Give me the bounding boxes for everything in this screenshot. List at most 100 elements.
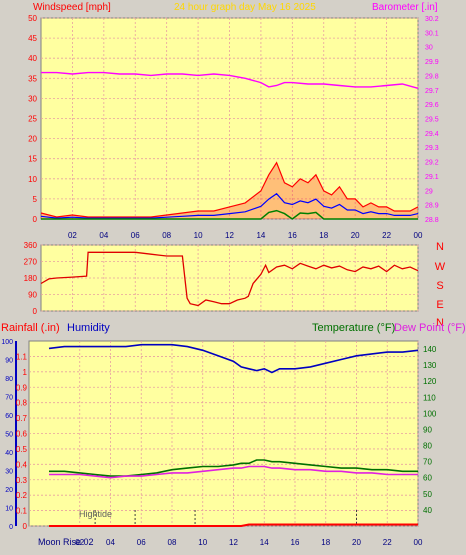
windspeed-axis-title: Windspeed [mph] — [33, 2, 111, 13]
time-tick-label: 22 — [382, 231, 391, 240]
time-tick-label: 12 — [225, 231, 234, 240]
time-tick-label-bottom: 18 — [321, 538, 330, 547]
wind-tick-label: 0 — [33, 215, 38, 224]
barometer-tick-label: 29.2 — [425, 160, 439, 167]
rainfall-tick-label: 0.9 — [16, 383, 28, 392]
wind-tick-label: 25 — [28, 115, 37, 124]
dewpoint-legend: Dew Point (°F) — [394, 322, 466, 334]
rainfall-tick-label: 0.4 — [16, 460, 28, 469]
humidity-tick-label: 20 — [5, 487, 13, 494]
windspeed-low-line — [41, 209, 418, 220]
barometer-tick-label: 28.8 — [425, 217, 439, 224]
humidity-tick-label: 80 — [5, 376, 13, 383]
temperature-tick-label: 130 — [423, 361, 437, 370]
time-tick-label: 18 — [319, 231, 328, 240]
barometer-tick-label: 29.4 — [425, 131, 439, 138]
time-tick-label-bottom: 02 — [75, 538, 84, 547]
temperature-tick-label: 90 — [423, 425, 432, 434]
temp-plot-area — [28, 340, 419, 527]
barometer-tick-label: 29.6 — [425, 102, 439, 109]
temperature-legend: Temperature (°F) — [312, 322, 395, 334]
temperature-tick-label: 100 — [423, 409, 437, 418]
humidity-tick-label: 30 — [5, 469, 13, 476]
humidity-tick-label: 100 — [1, 339, 13, 346]
time-tick-label: 06 — [131, 231, 140, 240]
time-tick-label-bottom: 06 — [137, 538, 146, 547]
barometer-tick-label: 29.8 — [425, 73, 439, 80]
wind-tick-label: 5 — [33, 195, 38, 204]
time-tick-label: 16 — [288, 231, 297, 240]
temperature-tick-label: 120 — [423, 377, 437, 386]
compass-label: N — [436, 317, 444, 329]
time-tick-label-bottom: 10 — [198, 538, 207, 547]
time-tick-label-bottom: 22 — [383, 538, 392, 547]
humidity-line — [48, 343, 419, 374]
rainfall-line — [49, 523, 418, 527]
time-tick-label-bottom: 20 — [352, 538, 361, 547]
humidity-tick-label: 10 — [5, 506, 13, 513]
windspeed-line — [40, 161, 419, 218]
rainfall-tick-label: 0.3 — [16, 476, 28, 485]
rainfall-tick-label: 0.6 — [16, 430, 28, 439]
temperature-tick-label: 50 — [423, 490, 432, 499]
barometer-tick-label: 29.9 — [425, 59, 439, 66]
time-tick-label-bottom: 14 — [260, 538, 269, 547]
moon-rise-label: Moon Rise 02 — [38, 537, 94, 547]
time-tick-label: 02 — [68, 231, 77, 240]
time-tick-label: 00 — [414, 231, 423, 240]
grid-lines — [15, 17, 419, 527]
direction-tick-label: 360 — [24, 241, 38, 250]
time-tick-label-bottom: 16 — [291, 538, 300, 547]
time-tick-label-bottom: 04 — [106, 538, 115, 547]
barometer-axis-title: Barometer [.in] — [372, 2, 438, 13]
barometer-tick-label: 29 — [425, 188, 433, 195]
temperature-tick-label: 60 — [423, 474, 432, 483]
compass-label: E — [436, 299, 443, 311]
time-tick-label-bottom: 00 — [414, 538, 423, 547]
time-tick-label: 14 — [256, 231, 265, 240]
rainfall-tick-label: 0 — [23, 522, 28, 531]
time-tick-label: 04 — [99, 231, 108, 240]
barometer-tick-label: 30.1 — [425, 30, 439, 37]
barometer-tick-label: 30 — [425, 45, 433, 52]
humidity-tick-label: 60 — [5, 413, 13, 420]
rainfall-tick-label: 0.5 — [16, 445, 28, 454]
temperature-tick-label: 110 — [423, 393, 436, 402]
direction-tick-label: 180 — [24, 274, 38, 283]
chart-title: 24 hour graph day May 16 2025 — [174, 2, 316, 13]
humidity-tick-label: 0 — [9, 524, 13, 531]
humidity-axis-title: Humidity — [67, 322, 110, 334]
windspeed-area — [41, 162, 418, 219]
temperature-tick-label: 40 — [423, 506, 432, 515]
time-tick-label-bottom: 12 — [229, 538, 238, 547]
rainfall-tick-label: 0.7 — [16, 414, 28, 423]
direction-tick-label: 0 — [33, 307, 38, 316]
time-tick-label-bottom: 08 — [168, 538, 177, 547]
wind-tick-label: 40 — [28, 54, 37, 63]
hightide-label: Hightide — [79, 509, 112, 519]
time-tick-label: 08 — [162, 231, 171, 240]
humidity-tick-label: 70 — [5, 395, 13, 402]
barometer-tick-label: 29.7 — [425, 88, 439, 95]
rainfall-tick-label: 1.1 — [16, 352, 28, 361]
rainfall-tick-label: 0.1 — [16, 507, 28, 516]
direction-tick-label: 90 — [28, 291, 37, 300]
windspeed-average-line — [40, 192, 419, 219]
barometer-tick-label: 29.5 — [425, 117, 439, 124]
humidity-tick-label: 50 — [5, 432, 13, 439]
temperature-tick-label: 140 — [423, 345, 437, 354]
rainfall-tick-label: 0.8 — [16, 399, 28, 408]
temperature-tick-label: 70 — [423, 458, 432, 467]
barometer-line — [41, 71, 419, 89]
wind-tick-label: 45 — [28, 34, 37, 43]
rainfall-tick-label: 1 — [23, 368, 28, 377]
rainfall-tick-label: 0.2 — [16, 491, 28, 500]
time-tick-label: 20 — [351, 231, 360, 240]
dewpoint-line — [49, 465, 418, 479]
direction-tick-label: 270 — [24, 258, 38, 267]
wind-tick-label: 35 — [28, 74, 37, 83]
barometer-tick-label: 29.1 — [425, 174, 439, 181]
humidity-tick-label: 90 — [5, 358, 13, 365]
